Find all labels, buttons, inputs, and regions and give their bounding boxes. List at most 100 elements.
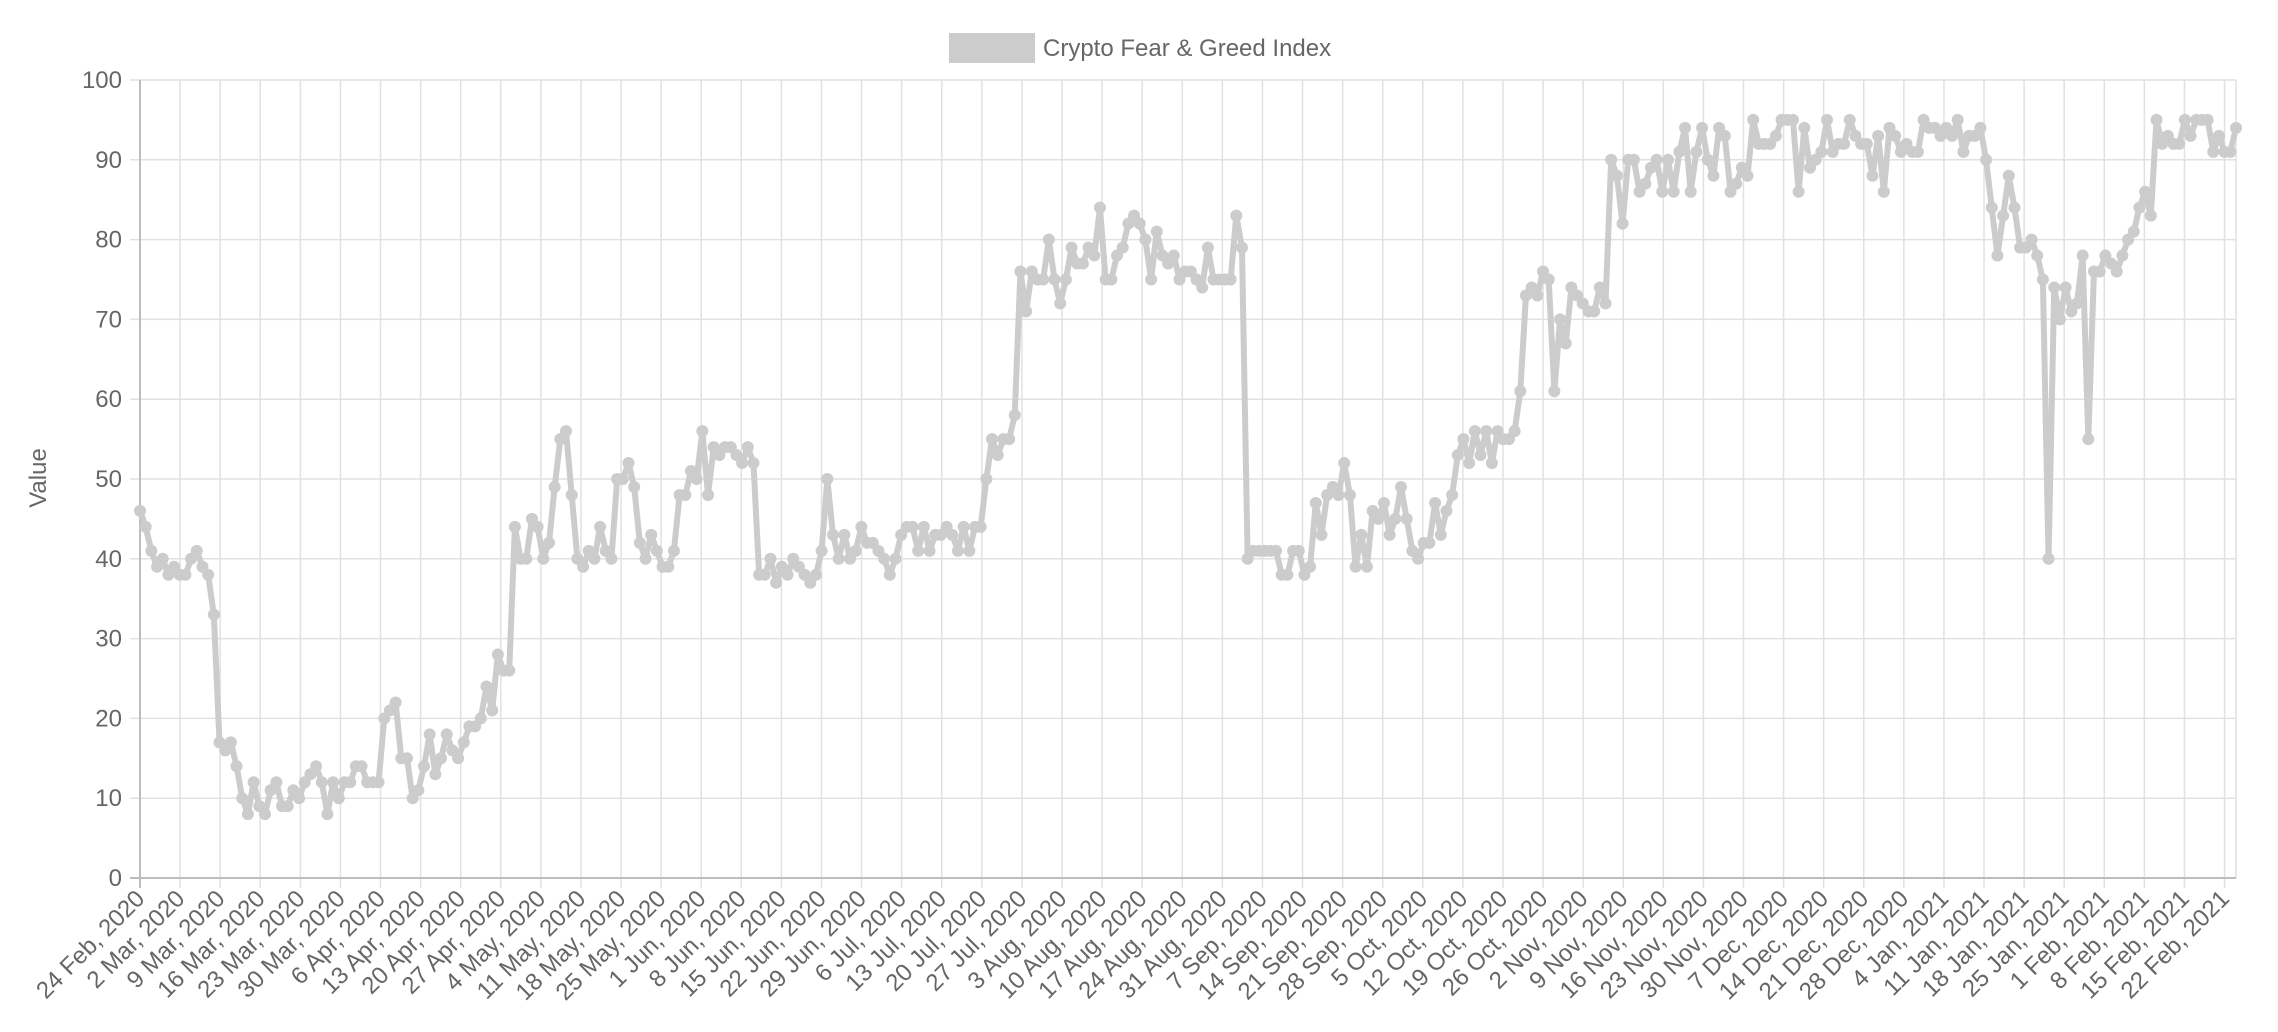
data-point[interactable]: 78	[2116, 249, 2129, 262]
data-point[interactable]: 93	[2184, 129, 2197, 142]
data-point[interactable]: 22	[389, 696, 402, 709]
data-point[interactable]: 54	[741, 441, 754, 454]
data-point[interactable]: 72	[2070, 297, 2083, 310]
data-point[interactable]: 80	[1042, 233, 1055, 246]
data-point[interactable]: 58	[1008, 409, 1021, 422]
data-point[interactable]: 48	[702, 488, 715, 501]
data-point[interactable]: 86	[1792, 185, 1805, 198]
data-point[interactable]: 95	[1843, 113, 1856, 126]
data-point[interactable]: 80	[2025, 233, 2038, 246]
data-point[interactable]: 14	[230, 760, 243, 773]
data-point[interactable]: 26	[503, 664, 516, 677]
data-point[interactable]: 52	[1338, 457, 1351, 470]
data-point[interactable]: 9	[281, 800, 294, 813]
data-point[interactable]: 75	[2036, 273, 2049, 286]
data-point[interactable]: 56	[696, 425, 709, 438]
data-point[interactable]: 88	[1610, 169, 1623, 182]
data-point[interactable]: 75	[1037, 273, 1050, 286]
data-point[interactable]: 83	[1230, 209, 1243, 222]
data-point[interactable]: 8	[241, 808, 254, 821]
data-point[interactable]: 76	[1014, 265, 1027, 278]
data-point[interactable]: 61	[1514, 385, 1527, 398]
data-point[interactable]: 10	[332, 792, 345, 805]
data-point[interactable]: 73	[1531, 289, 1544, 302]
data-point[interactable]: 78	[1088, 249, 1101, 262]
data-point[interactable]: 20	[474, 712, 487, 725]
data-point[interactable]: 95	[1951, 113, 1964, 126]
data-point[interactable]: 8	[258, 808, 271, 821]
data-point[interactable]: 39	[1304, 560, 1317, 573]
data-point[interactable]: 48	[1343, 488, 1356, 501]
data-point[interactable]: 52	[1485, 457, 1498, 470]
data-point[interactable]: 40	[1412, 552, 1425, 565]
data-point[interactable]: 53	[1474, 449, 1487, 462]
data-point[interactable]: 12	[315, 776, 328, 789]
data-point[interactable]: 15	[435, 752, 448, 765]
data-point[interactable]: 41	[1292, 544, 1305, 557]
data-point[interactable]: 49	[1395, 480, 1408, 493]
data-point[interactable]: 14	[418, 760, 431, 773]
data-point[interactable]: 91	[2207, 145, 2220, 158]
data-point[interactable]: 41	[923, 544, 936, 557]
data-point[interactable]: 78	[2076, 249, 2089, 262]
data-point[interactable]: 90	[1701, 153, 1714, 166]
data-point[interactable]: 43	[1315, 528, 1328, 541]
data-point[interactable]: 76	[2110, 265, 2123, 278]
data-point[interactable]: 74	[1196, 281, 1209, 294]
data-point[interactable]: 95	[1747, 113, 1760, 126]
data-point[interactable]: 45	[1400, 512, 1413, 525]
data-point[interactable]: 94	[1696, 121, 1709, 134]
data-point[interactable]: 48	[679, 488, 692, 501]
data-point[interactable]: 33	[207, 608, 220, 621]
data-point[interactable]: 71	[1020, 305, 1033, 318]
data-point[interactable]: 40	[605, 552, 618, 565]
data-point[interactable]: 78	[1167, 249, 1180, 262]
data-point[interactable]: 78	[1991, 249, 2004, 262]
legend[interactable]: Crypto Fear & Greed Index	[949, 33, 1331, 63]
data-point[interactable]: 43	[826, 528, 839, 541]
data-point[interactable]: 14	[355, 760, 368, 773]
data-point[interactable]: 56	[1508, 425, 1521, 438]
data-point[interactable]: 52	[1463, 457, 1476, 470]
data-point[interactable]: 37	[770, 576, 783, 589]
data-point[interactable]: 56	[560, 425, 573, 438]
data-point[interactable]: 91	[1911, 145, 1924, 158]
data-point[interactable]: 86	[1877, 185, 1890, 198]
data-point[interactable]: 44	[974, 520, 987, 533]
data-point[interactable]: 78	[2031, 249, 2044, 262]
data-point[interactable]: 44	[594, 520, 607, 533]
data-point[interactable]: 75	[1145, 273, 1158, 286]
data-point[interactable]: 49	[628, 480, 641, 493]
data-point[interactable]: 94	[1798, 121, 1811, 134]
data-point[interactable]: 87	[1730, 177, 1743, 190]
data-point[interactable]: 17	[457, 736, 470, 749]
data-point[interactable]: 28	[491, 648, 504, 661]
data-point[interactable]: 55	[2082, 433, 2095, 446]
data-point[interactable]: 75	[1224, 273, 1237, 286]
data-point[interactable]: 39	[577, 560, 590, 573]
data-point[interactable]: 56	[1480, 425, 1493, 438]
data-point[interactable]: 67	[1559, 337, 1572, 350]
data-point[interactable]: 48	[565, 488, 578, 501]
data-point[interactable]: 84	[2008, 201, 2021, 214]
data-point[interactable]: 90	[1627, 153, 1640, 166]
data-point[interactable]: 95	[1786, 113, 1799, 126]
data-point[interactable]: 81	[1150, 225, 1163, 238]
data-point[interactable]: 38	[781, 568, 794, 581]
data-point[interactable]: 44	[139, 520, 152, 533]
data-point[interactable]: 95	[2178, 113, 2191, 126]
data-point[interactable]: 12	[372, 776, 385, 789]
data-point[interactable]: 83	[1997, 209, 2010, 222]
data-point[interactable]: 75	[1542, 273, 1555, 286]
data-point[interactable]: 17	[224, 736, 237, 749]
data-point[interactable]: 43	[645, 528, 658, 541]
data-point[interactable]: 40	[520, 552, 533, 565]
data-point[interactable]: 41	[667, 544, 680, 557]
data-point[interactable]: 91	[2224, 145, 2237, 158]
data-point[interactable]: 39	[1360, 560, 1373, 573]
data-point[interactable]: 82	[1133, 217, 1146, 230]
data-point[interactable]: 24	[480, 680, 493, 693]
data-point[interactable]: 52	[736, 457, 749, 470]
data-point[interactable]: 38	[809, 568, 822, 581]
data-point[interactable]: 42	[1423, 536, 1436, 549]
